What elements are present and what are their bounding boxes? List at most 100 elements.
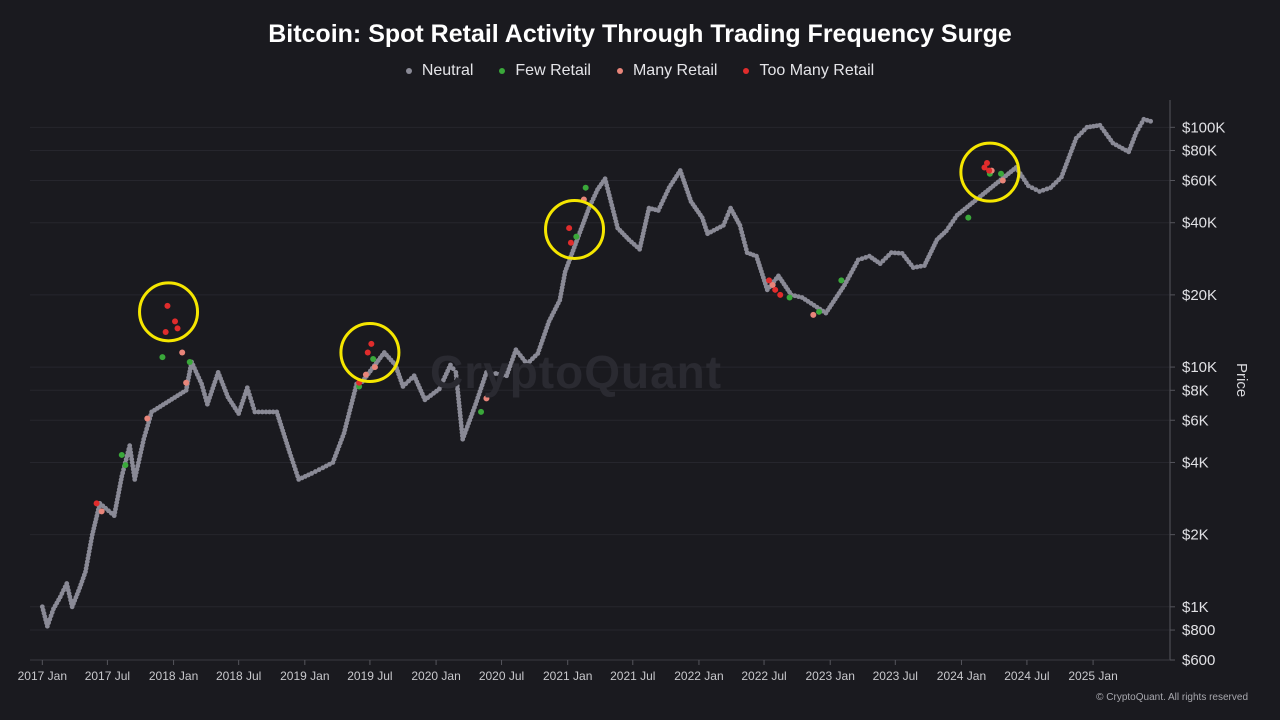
x-tick-label-2025-jan: 2025 Jan [1068, 669, 1117, 683]
highlight-circle-4 [959, 141, 1021, 203]
y-tick-label-10k: $10K [1182, 359, 1217, 376]
copyright-footer: © CryptoQuant. All rights reserved [1096, 692, 1248, 703]
y-tick-label-2k: $2K [1182, 527, 1209, 544]
point-neutral [1044, 186, 1050, 192]
y-tick-label-80k: $80K [1182, 143, 1217, 160]
point-neutral [1040, 187, 1046, 193]
point-few-retail [998, 170, 1005, 177]
x-tick-label-2019-jul: 2019 Jul [347, 669, 392, 683]
x-tick-label-2024-jul: 2024 Jul [1004, 669, 1049, 683]
legend-swatch-many-retail [616, 68, 623, 74]
point-many-retail [371, 364, 378, 371]
point-neutral [270, 409, 276, 415]
x-tick-label-2017-jan: 2017 Jan [18, 669, 67, 683]
point-neutral [252, 409, 258, 415]
grid-lines [30, 126, 1170, 661]
point-few-retail [370, 356, 377, 363]
point-too-many-retail [766, 277, 773, 284]
y-tick-label-1k: $1K [1182, 599, 1209, 616]
x-tick-label-2024-jan: 2024 Jan [937, 669, 986, 683]
point-few-retail [965, 214, 972, 221]
point-few-retail [186, 358, 193, 365]
point-neutral [914, 264, 920, 270]
point-neutral [918, 263, 924, 269]
point-few-retail [582, 184, 589, 191]
legend-item-too-many-retail[interactable]: Too Many Retail [743, 62, 874, 80]
point-neutral [1148, 118, 1154, 124]
legend-label-few-retail: Few Retail [515, 62, 591, 79]
point-neutral [500, 372, 506, 378]
legend-label-too-many-retail: Too Many Retail [759, 62, 875, 79]
x-tick-label-2023-jan: 2023 Jan [806, 669, 855, 683]
point-few-retail [478, 408, 485, 415]
point-too-many-retail [172, 318, 179, 325]
point-too-many-retail [567, 239, 574, 246]
point-too-many-retail [93, 500, 100, 507]
y-tick-label-20k: $20K [1182, 287, 1217, 304]
x-tick-label-2018-jan: 2018 Jan [149, 669, 198, 683]
x-tick-label-2020-jan: 2020 Jan [411, 669, 460, 683]
point-neutral [316, 467, 322, 473]
point-neutral [910, 265, 916, 270]
point-many-retail [179, 349, 186, 356]
point-too-many-retail [174, 325, 181, 332]
x-tick-label-2021-jan: 2021 Jan [543, 669, 592, 683]
point-too-many-retail [566, 225, 573, 232]
point-too-many-retail [983, 159, 990, 166]
legend: Neutral Few Retail Many Retail Too Many … [0, 62, 1280, 80]
point-too-many-retail [364, 349, 371, 356]
point-neutral [312, 469, 318, 474]
legend-item-many-retail[interactable]: Many Retail [616, 62, 718, 80]
legend-swatch-few-retail [499, 68, 506, 74]
y-tick-label-4k: $4K [1182, 454, 1209, 471]
chart-title: Bitcoin: Spot Retail Activity Through Tr… [268, 20, 1012, 48]
point-neutral [1037, 189, 1042, 194]
point-too-many-retail [986, 167, 993, 174]
point-neutral [448, 362, 453, 368]
point-neutral [888, 250, 894, 256]
watermark: CryptoQuant [430, 346, 723, 398]
highlight-circles [138, 141, 1021, 384]
point-many-retail [999, 177, 1006, 184]
highlight-circle-3 [544, 198, 606, 260]
legend-label-many-retail: Many Retail [632, 62, 718, 79]
x-tick-label-2022-jan: 2022 Jan [674, 669, 723, 683]
point-few-retail [838, 277, 845, 284]
point-neutral [792, 293, 798, 299]
point-too-many-retail [777, 291, 784, 298]
legend-swatch-neutral [405, 68, 412, 74]
point-neutral [1025, 183, 1031, 189]
y-tick-label-40k: $40K [1182, 215, 1217, 232]
point-many-retail [98, 508, 105, 515]
point-few-retail [573, 233, 580, 240]
point-too-many-retail [981, 164, 988, 171]
point-too-many-retail [772, 286, 779, 293]
y-tick-label-6k: $6K [1182, 412, 1209, 429]
point-many-retail [483, 395, 490, 402]
y-axis-ticks: $600 $800 $1K $2K $4K $6K $8K $10K $20K $40K $60K $… [1170, 119, 1225, 669]
x-tick-label-2017-jul: 2017 Jul [85, 669, 130, 683]
point-few-retail [786, 294, 793, 301]
y-tick-label-600: $600 [1182, 652, 1215, 669]
data-points [39, 116, 1154, 629]
point-neutral [892, 250, 898, 256]
legend-swatch-too-many-retail [743, 68, 750, 74]
point-neutral [256, 409, 261, 415]
point-neutral [484, 370, 489, 375]
x-tick-label-2021-jul: 2021 Jul [610, 669, 655, 683]
point-neutral [1029, 185, 1035, 191]
point-neutral [863, 255, 869, 260]
point-neutral [855, 257, 861, 263]
point-neutral [859, 256, 865, 262]
legend-item-neutral[interactable]: Neutral [405, 62, 473, 80]
highlight-circle-1 [138, 281, 200, 343]
point-neutral [259, 409, 265, 415]
x-tick-label-2020-jul: 2020 Jul [479, 669, 524, 683]
y-tick-label-100k: $100K [1182, 119, 1225, 136]
point-too-many-retail [162, 329, 169, 336]
point-neutral [496, 371, 502, 377]
legend-item-few-retail[interactable]: Few Retail [499, 62, 591, 80]
point-too-many-retail [368, 340, 375, 347]
y-tick-label-8k: $8K [1182, 382, 1209, 399]
point-many-retail [183, 379, 190, 386]
